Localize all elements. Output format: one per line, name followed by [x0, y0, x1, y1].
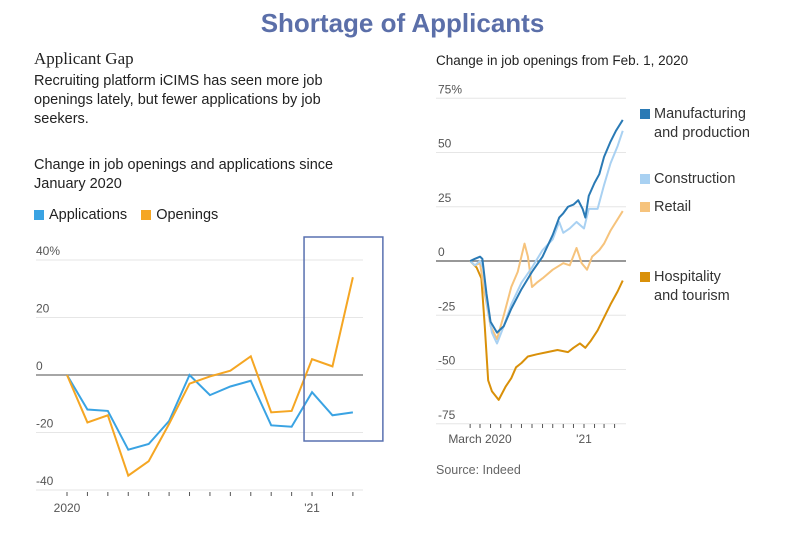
legend-item-applications: Applications	[34, 207, 127, 223]
y-tick-label: 75%	[438, 82, 462, 96]
left-chart-subtitle: Change in job openings and applications …	[34, 157, 334, 192]
x-tick-label: '21	[576, 432, 592, 446]
y-tick-label: 25	[438, 191, 452, 205]
legend-item-retail: Retail	[640, 198, 691, 217]
legend-label: Manufacturing and production	[654, 106, 750, 141]
construction-swatch	[640, 174, 650, 184]
legend-item-hospitality: Hospitality and tourism	[640, 268, 734, 306]
left-description: Recruiting platform iCIMS has seen more …	[34, 73, 323, 127]
legend-label: Openings	[156, 207, 219, 223]
legend-item-openings: Openings	[141, 207, 218, 223]
highlight-box	[303, 236, 384, 442]
openings-swatch	[141, 210, 152, 220]
y-tick-label: -25	[438, 299, 456, 313]
legend-item-construction: Construction	[640, 170, 735, 189]
y-tick-label: 20	[36, 302, 50, 316]
series-line-applications	[66, 373, 354, 451]
hospitality-swatch	[640, 272, 650, 282]
x-tick-label: '21	[304, 501, 320, 515]
legend-label: Retail	[654, 199, 692, 215]
series-line-manufacturing	[469, 119, 624, 334]
y-tick-label: -40	[36, 474, 54, 488]
source-note: Source: Indeed	[436, 463, 521, 477]
y-tick-label: -75	[438, 408, 456, 422]
y-tick-label: 50	[438, 137, 452, 151]
y-tick-label: -20	[36, 417, 54, 431]
legend-item-manufacturing: Manufacturing and production	[640, 105, 764, 143]
manufacturing-swatch	[640, 109, 650, 119]
x-tick-label: March 2020	[448, 432, 512, 446]
page-title: Shortage of Applicants	[260, 8, 545, 38]
y-tick-label: 0	[438, 245, 445, 259]
y-tick-label: 0	[36, 359, 43, 373]
series-line-construction	[469, 130, 624, 345]
legend-label: Construction	[654, 171, 736, 187]
retail-swatch	[640, 202, 650, 212]
x-tick-label: 2020	[54, 501, 81, 515]
applications-swatch	[34, 210, 44, 220]
right-chart-subtitle: Change in job openings from Feb. 1, 2020	[436, 53, 689, 68]
legend-label: Hospitality and tourism	[654, 269, 730, 304]
legend-label: Applications	[49, 207, 128, 223]
series-line-hospitality	[469, 260, 624, 401]
y-tick-label: 40%	[36, 244, 60, 258]
series-line-retail	[469, 210, 624, 341]
left-legend: Applications Openings	[34, 207, 218, 223]
y-tick-label: -50	[438, 354, 456, 368]
left-heading: Applicant Gap	[34, 49, 134, 68]
